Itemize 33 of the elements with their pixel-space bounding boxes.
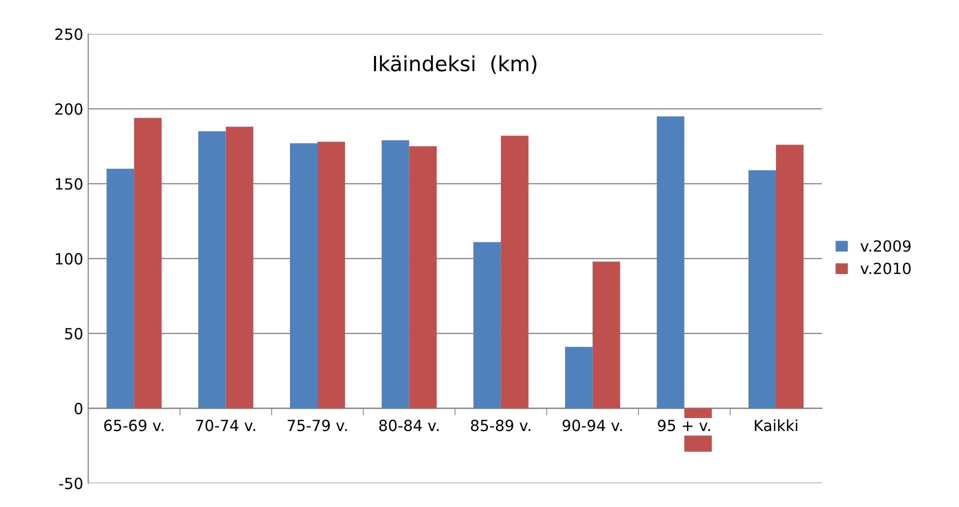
x-tick-label: 90-94 v. (562, 420, 622, 432)
bar (106, 168, 134, 408)
text: Ikäindeksi (km) (374, 55, 536, 74)
bar (748, 170, 776, 408)
y-tick-label: 150 (56, 178, 82, 190)
bar (500, 136, 528, 408)
x-tick-label: 85-89 v. (470, 420, 530, 432)
x-tick-label: 80-84 v. (379, 420, 439, 432)
x-tick-label: 65-69 v. (104, 420, 164, 432)
bar (382, 140, 410, 408)
y-tick-label: 100 (56, 253, 82, 265)
bar (776, 144, 804, 408)
x-tick-label: 75-79 v. (288, 420, 347, 432)
bar (656, 116, 684, 408)
x-tick-label: 95 + v. (658, 420, 710, 432)
x-tick-label: Kaikki (754, 419, 798, 432)
bar (592, 262, 620, 408)
bar (473, 242, 501, 408)
y-tick-label: -50 (59, 478, 82, 490)
bar (290, 143, 318, 408)
bar (409, 146, 437, 408)
y-tick-label: 0 (74, 402, 82, 414)
y-tick-label: 50 (65, 328, 82, 340)
legend-label: v.2010 (860, 262, 911, 274)
bar (198, 131, 226, 408)
bar (226, 126, 254, 408)
bar (565, 346, 593, 408)
y-tick-label: 250 (55, 28, 82, 40)
bar (317, 142, 345, 408)
y-tick-label: 200 (55, 103, 82, 115)
x-tick-label: 70-74 v. (196, 420, 256, 432)
bar (134, 118, 162, 408)
legend-label: v.2009 (860, 240, 911, 252)
